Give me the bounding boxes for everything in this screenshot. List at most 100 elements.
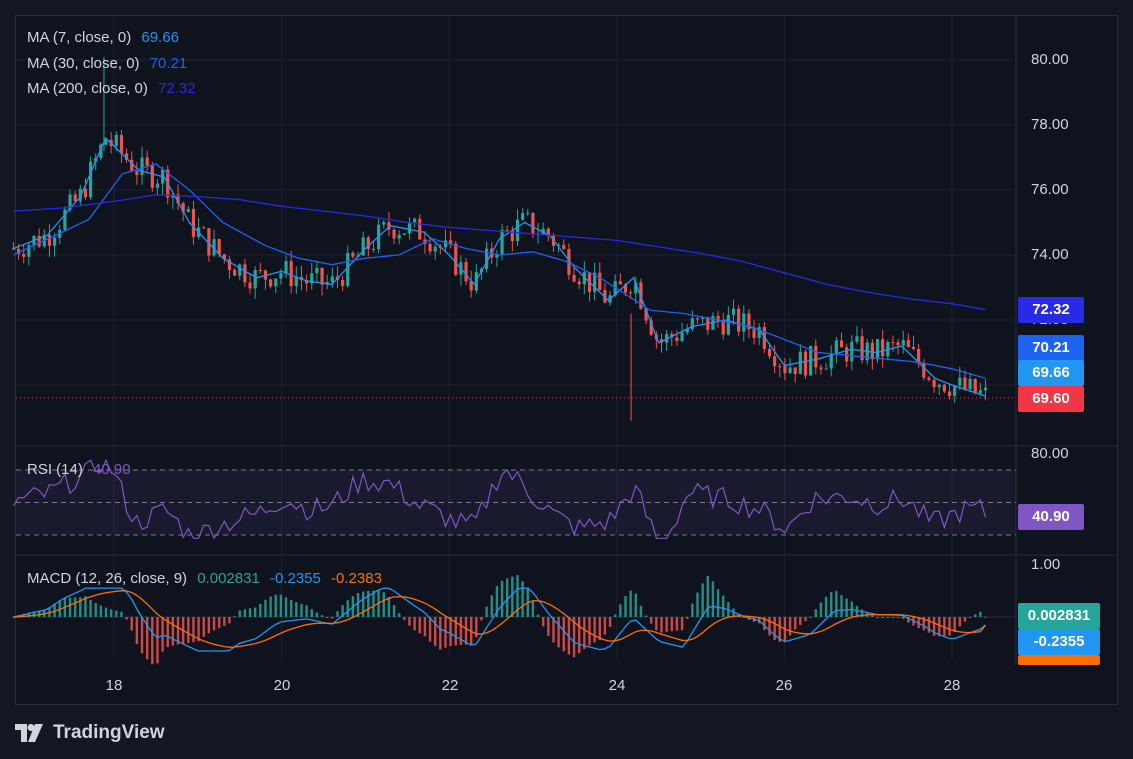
candle-body: [978, 390, 982, 394]
macd-hist-bar: [680, 617, 684, 631]
candle-body: [181, 203, 185, 213]
candle-body: [922, 363, 926, 378]
macd-hist-bar: [367, 590, 370, 617]
candle-body: [531, 212, 535, 235]
macd-hist-bar: [578, 617, 581, 654]
candle-body: [16, 248, 21, 254]
candle-body: [947, 391, 952, 396]
macd-hist-bar: [500, 580, 504, 617]
tradingview-logo-icon: [15, 724, 43, 742]
macd-hist-bar: [475, 617, 478, 638]
macd-hist-bar: [392, 605, 396, 617]
candle-body: [433, 246, 437, 252]
candle-body: [829, 353, 833, 369]
ma7-legend-value: 69.66: [141, 29, 179, 46]
candle-body: [767, 348, 772, 357]
macd-hist-bar: [922, 617, 926, 631]
candle-body: [721, 321, 725, 335]
candle-body: [449, 240, 453, 244]
macd-hist-bar: [696, 592, 699, 617]
candle-body: [413, 218, 417, 223]
candle-body: [371, 249, 376, 251]
macd-hist-bar: [773, 617, 776, 640]
macd-hist-bar: [187, 617, 190, 643]
histogram-badge: 0.002831: [1018, 603, 1100, 629]
macd-hist-bar: [572, 617, 576, 658]
candle-body: [917, 349, 921, 364]
macd-hist-bar: [943, 617, 946, 636]
chart-frame[interactable]: [15, 15, 1118, 705]
candle-body: [392, 229, 396, 239]
rsi-badge: 40.90: [1018, 504, 1084, 530]
macd-hist-bar: [593, 617, 596, 643]
candle-body: [248, 282, 252, 289]
macd-hist-bar: [269, 596, 272, 617]
candle-body: [819, 367, 823, 370]
macd-hist-bar: [439, 617, 442, 650]
ma30-legend-value: 70.21: [149, 55, 188, 72]
rsi-legend[interactable]: RSI (14) 40.90: [27, 461, 137, 478]
macd-hist-bar: [619, 604, 622, 617]
candle-body: [963, 377, 967, 390]
candle-body: [253, 270, 257, 289]
x-axis-tick: 26: [775, 677, 793, 694]
candle-body: [911, 346, 916, 350]
macd-hist-bar: [449, 617, 452, 646]
candle-body: [238, 264, 242, 276]
macd-hist-bar: [361, 591, 365, 617]
macd-hist-bar: [932, 617, 936, 636]
macd-hist-bar: [84, 596, 87, 617]
candle-body: [274, 278, 278, 287]
macd-hist-bar: [151, 617, 154, 665]
ma7-line: [13, 136, 986, 397]
macd-signal-value: -0.2383: [331, 570, 382, 587]
candle-body: [382, 222, 386, 225]
rsi-legend-label: RSI (14): [27, 461, 83, 478]
candle-body: [737, 308, 741, 332]
macd-hist-bar: [860, 609, 864, 617]
macd-hist-bar: [161, 617, 164, 652]
macd-hist-bar: [670, 617, 673, 632]
macd-hist-bar: [598, 617, 601, 641]
ma7-legend[interactable]: MA (7, close, 0) 69.66: [27, 29, 185, 46]
macd-legend[interactable]: MACD (12, 26, close, 9) 0.002831 -0.2355…: [27, 570, 388, 587]
macd-hist-bar: [655, 617, 658, 631]
candle-body: [778, 366, 782, 368]
candle-body: [850, 341, 854, 362]
macd-hist-bar: [356, 593, 360, 617]
candle-body: [500, 229, 504, 255]
tradingview-logo[interactable]: TradingView: [15, 722, 165, 744]
ma30-legend[interactable]: MA (30, close, 0) 70.21: [27, 55, 193, 72]
candle-body: [515, 219, 520, 241]
candle-body: [793, 367, 797, 375]
macd-hist-bar: [192, 617, 195, 643]
candle-body: [47, 234, 52, 246]
candle-body: [140, 157, 144, 176]
candle-body: [52, 237, 57, 246]
candle-body: [73, 194, 77, 202]
macd-hist-bar: [984, 616, 987, 618]
candle-body: [623, 284, 628, 293]
macd-hist-bar: [732, 608, 735, 617]
price-axis-tick: 76.00: [1031, 181, 1069, 198]
macd-hist-bar: [886, 617, 889, 618]
candle-body: [855, 336, 859, 342]
candle-body: [983, 387, 988, 391]
macd-hist-bar: [840, 595, 843, 617]
candle-body: [814, 345, 818, 368]
candle-body: [634, 282, 638, 294]
candle-body: [731, 308, 736, 315]
macd-hist-bar: [485, 606, 488, 617]
macd-hist-bar: [284, 597, 288, 617]
macd-hist-bar: [958, 617, 962, 627]
candle-body: [896, 342, 900, 346]
ma200-legend[interactable]: MA (200, close, 0) 72.32: [27, 80, 202, 97]
macd-hist-bar: [300, 603, 303, 617]
candle-body: [464, 262, 468, 282]
macd-hist-bar: [202, 617, 205, 637]
macd-hist-bar: [830, 592, 833, 617]
rsi-axis-tick: 80.00: [1031, 445, 1069, 462]
candle-body: [685, 329, 689, 333]
macd-hist-bar: [99, 605, 103, 617]
